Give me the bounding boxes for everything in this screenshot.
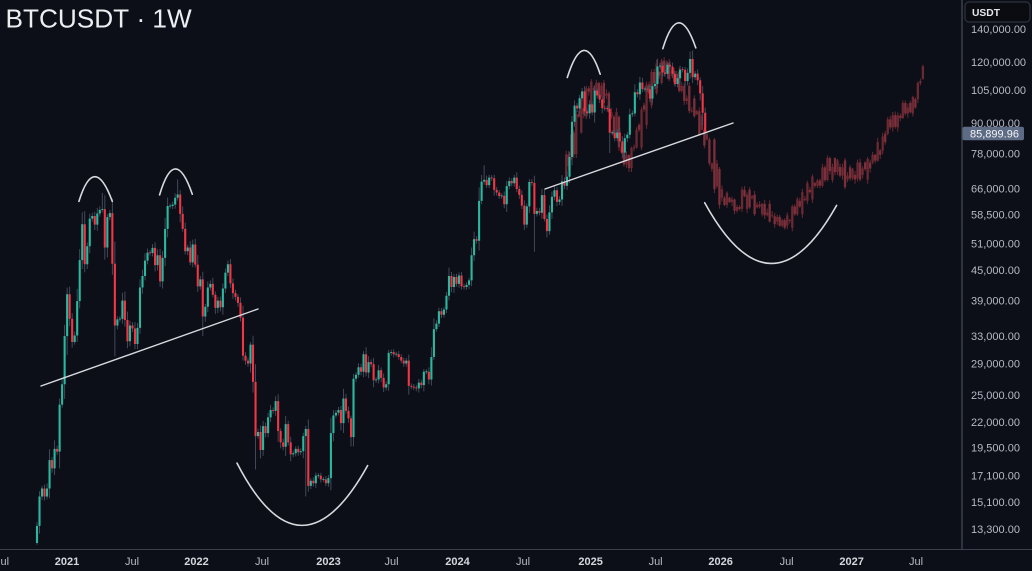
svg-text:USDT: USDT: [972, 8, 1001, 19]
svg-text:Jul: Jul: [384, 556, 398, 568]
svg-text:2026: 2026: [708, 556, 732, 568]
svg-text:2023: 2023: [316, 556, 340, 568]
svg-text:Jul: Jul: [909, 556, 923, 568]
svg-text:BTCUSDT · 1W: BTCUSDT · 1W: [6, 4, 192, 34]
svg-text:2022: 2022: [184, 556, 208, 568]
svg-text:2024: 2024: [445, 556, 470, 568]
svg-text:33,000.00: 33,000.00: [971, 331, 1020, 343]
svg-text:66,000.00: 66,000.00: [971, 184, 1020, 196]
svg-text:2027: 2027: [839, 556, 863, 568]
svg-text:15,100.00: 15,100.00: [971, 497, 1020, 509]
svg-text:2021: 2021: [55, 556, 79, 568]
svg-text:17,100.00: 17,100.00: [971, 471, 1020, 483]
svg-text:13,300.00: 13,300.00: [971, 524, 1020, 536]
svg-text:2025: 2025: [578, 556, 602, 568]
svg-text:Jul: Jul: [780, 556, 794, 568]
svg-text:25,000.00: 25,000.00: [971, 390, 1020, 402]
svg-text:Jul: Jul: [516, 556, 530, 568]
svg-text:85,899.96: 85,899.96: [970, 128, 1019, 140]
svg-text:58,500.00: 58,500.00: [971, 209, 1020, 221]
svg-text:45,000.00: 45,000.00: [971, 265, 1020, 277]
svg-text:Jul: Jul: [649, 556, 663, 568]
svg-text:19,500.00: 19,500.00: [971, 443, 1020, 455]
svg-text:39,000.00: 39,000.00: [971, 295, 1020, 307]
svg-text:90,000.00: 90,000.00: [971, 118, 1020, 130]
svg-text:Jul: Jul: [125, 556, 139, 568]
svg-text:105,000.00: 105,000.00: [971, 85, 1026, 97]
svg-text:22,000.00: 22,000.00: [971, 417, 1020, 429]
svg-text:Jul: Jul: [255, 556, 269, 568]
svg-text:120,000.00: 120,000.00: [971, 57, 1026, 69]
svg-text:29,000.00: 29,000.00: [971, 358, 1020, 370]
svg-text:78,000.00: 78,000.00: [971, 148, 1020, 160]
svg-text:51,000.00: 51,000.00: [971, 239, 1020, 251]
svg-text:140,000.00: 140,000.00: [971, 24, 1026, 36]
svg-text:Jul: Jul: [0, 556, 9, 568]
